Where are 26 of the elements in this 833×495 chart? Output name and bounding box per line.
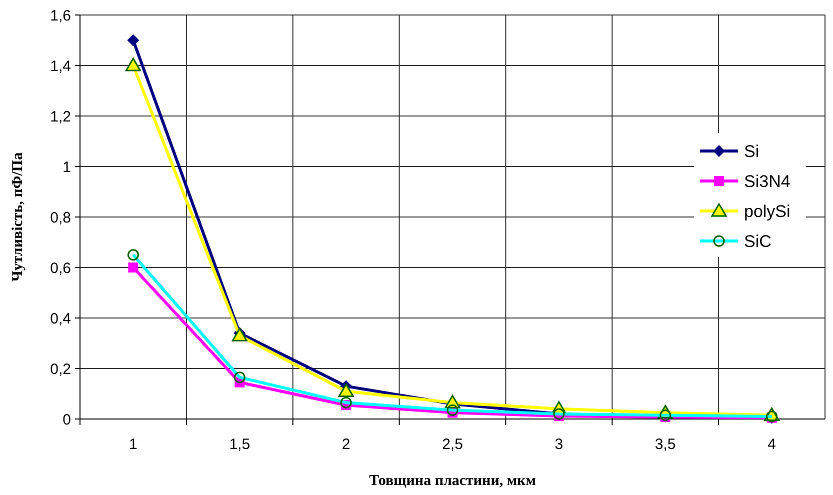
point (125, 58, 141, 72)
y-axis-title: Чутливість, пФ/Па (10, 152, 26, 282)
legend-label: SiC (744, 232, 772, 251)
legend-label: polySi (744, 202, 790, 221)
x-tick-label: 1 (129, 436, 138, 453)
y-tick-label: 1,2 (50, 108, 71, 126)
y-tick-label: 1,4 (50, 58, 71, 75)
y-tick-label: 0,4 (50, 310, 71, 328)
x-tick-label: 1,5 (229, 436, 250, 453)
y-tick-label: 1,6 (50, 7, 71, 24)
legend-label: Si (744, 142, 760, 161)
x-tick-label: 2 (342, 436, 350, 453)
y-tick-label: 0,8 (50, 209, 71, 226)
x-tick-label: 3,5 (654, 436, 676, 453)
x-tick-label: 2,5 (442, 436, 463, 453)
y-tick-label: 0,2 (50, 360, 71, 378)
point (127, 34, 140, 46)
y-tick-label: 0 (62, 411, 71, 428)
y-tick-label: 0,6 (50, 260, 71, 277)
x-tick-label: 4 (768, 436, 776, 453)
point (338, 383, 354, 397)
x-tick-label: 3 (554, 436, 564, 453)
legend-label: Si3N4 (744, 172, 790, 191)
point (128, 262, 138, 272)
x-axis-title: Товщина пластини, мкм (369, 473, 536, 489)
y-tick-label: 1 (62, 158, 71, 176)
